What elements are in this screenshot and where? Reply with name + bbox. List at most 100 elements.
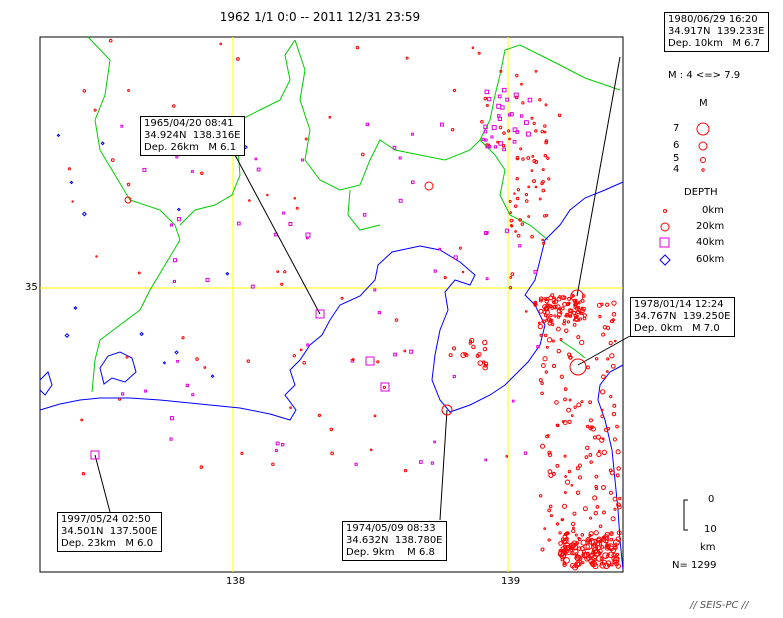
epicenter-marker [616,530,622,536]
epicenter-marker [548,295,554,301]
epicenter-marker [599,556,604,561]
epicenter-marker [468,341,472,345]
epicenter-marker [591,550,596,555]
epicenter-marker [582,316,587,321]
epicenter-marker [538,494,543,498]
epicenter-marker [613,545,618,551]
epicenter-marker [574,298,578,302]
epicenter-marker [532,179,536,183]
epicenter-marker [582,313,587,318]
epicenter-marker [602,510,606,515]
epicenter-marker [509,112,514,117]
epicenter-marker [373,288,377,292]
epicenter-marker [56,133,61,138]
mag-label-7: 7 [673,123,680,134]
epicenter-marker [561,420,565,424]
epicenter-marker [433,269,437,273]
epicenter-marker [169,416,175,421]
epicenter-marker [410,180,415,185]
callout-datetime: 1965/04/20 08:41 [144,118,234,129]
epicenter-marker [603,427,609,433]
event-count: N= 1299 [672,560,717,571]
epicenter-marker [547,508,552,513]
epicenter-marker [615,449,621,455]
epicenter-marker [561,503,568,509]
epicenter-marker [392,145,397,150]
epicenter-marker [574,561,581,568]
depth-60km-symbol [659,254,671,266]
epicenter-marker [514,204,518,208]
epicenter-marker [546,434,550,437]
epicenter-marker [553,314,557,318]
epicenter-marker [547,450,552,455]
epicenter-marker [611,318,615,322]
epicenter-marker [398,198,403,203]
epicenter-marker [552,304,558,310]
epicenter-marker [612,437,618,442]
epicenter-marker [299,348,303,352]
epicenter-marker [605,544,610,550]
epicenter-marker [502,147,506,152]
epicenter-marker [533,302,538,307]
epicenter-marker [562,321,566,326]
epicenter-marker [580,533,585,537]
epicenter-marker [534,129,538,133]
epicenter-marker [530,116,534,120]
mag-7-symbol [696,122,710,136]
epicenter-marker [557,550,565,558]
epicenter-marker [509,211,512,214]
epicenter-marker [497,114,501,118]
epicenter-marker [477,352,482,357]
epicenter-marker [548,472,554,478]
epicenter-marker [497,94,502,99]
epicenter-marker [369,448,373,452]
epicenter-marker [609,531,613,535]
epicenter-marker [586,365,590,370]
epicenter-marker [572,318,576,322]
epicenter-marker [377,311,381,315]
epicenter-marker [275,441,280,446]
callout-coords: 34.632N 138.780E [346,535,443,546]
epicenter-marker [254,157,258,161]
epicenter-marker [566,320,571,324]
epicenter-marker [95,255,98,258]
epicenter-marker [611,411,617,417]
epicenter-marker [559,337,563,341]
epicenter-marker [293,196,297,200]
epicenter-marker [508,199,512,203]
epicenter-marker [558,541,563,546]
epicenter-marker [610,563,614,567]
epicenter-marker [541,238,545,242]
epicenter-marker [598,314,602,319]
epicenter-marker [540,547,545,552]
epicenter-marker [100,141,105,146]
epicenter-marker [544,298,548,302]
epicenter-marker [601,449,607,456]
epicenter-marker [304,137,308,141]
epicenter-marker [81,472,86,476]
epicenter-marker [601,332,606,337]
epicenter-marker [496,103,502,109]
epicenter-marker [611,311,617,317]
epicenter-marker [532,159,537,163]
epicenter-marker [360,152,365,157]
epicenter-marker [482,364,488,371]
epicenter-marker [64,332,70,338]
epicenter-marker [271,462,275,467]
epicenter-marker [563,387,568,391]
epicenter-marker [398,156,402,160]
epicenter-marker [181,336,185,340]
epicenter-marker [600,414,605,419]
epicenter-marker [558,531,562,535]
callout-leaders [94,56,631,521]
prefecture-borders [87,36,621,393]
depth-label-40km: 40km [696,237,725,248]
epicenter-marker [560,518,564,522]
epicenter-marker [411,132,414,136]
epicenter-marker [538,298,543,303]
depth-legend-title: DEPTH [684,187,718,198]
epicenter-marker [554,400,559,405]
epicenter-marker [485,231,489,235]
epicenter-marker [581,561,585,565]
epicenter-marker [493,145,498,149]
